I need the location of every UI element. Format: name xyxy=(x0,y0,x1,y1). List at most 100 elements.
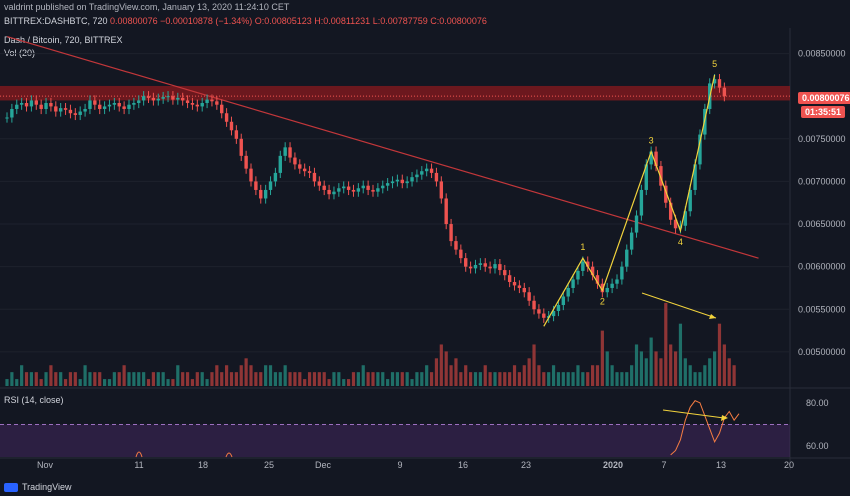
x-tick-label: 20 xyxy=(784,460,794,470)
x-tick-label: 9 xyxy=(397,460,402,470)
volume-bar xyxy=(200,372,204,386)
volume-bar xyxy=(512,365,517,386)
volume-bar xyxy=(591,365,595,386)
open-value: O:0.00805123 xyxy=(254,16,312,26)
candle-body xyxy=(532,300,536,310)
volume-bar xyxy=(132,372,136,386)
candle-body xyxy=(717,79,722,88)
candle-body xyxy=(483,263,487,267)
volume-bar xyxy=(390,372,395,386)
candle-body xyxy=(400,179,404,184)
volume-bar xyxy=(88,372,92,386)
candle-body xyxy=(239,138,243,156)
candle-body xyxy=(210,99,214,102)
candle-body xyxy=(356,188,361,192)
x-tick-label: 25 xyxy=(264,460,274,470)
candle-body xyxy=(561,296,566,306)
candle-body xyxy=(63,108,68,110)
candle-body xyxy=(424,168,429,172)
candle-body xyxy=(542,313,546,318)
candle-body xyxy=(522,287,526,293)
descending-trendline xyxy=(6,35,759,259)
y-tick-label: 0.00600000 xyxy=(798,262,846,272)
candle-body xyxy=(346,186,351,190)
candle-body xyxy=(668,202,673,220)
candle-body xyxy=(29,100,34,107)
candle-body xyxy=(19,103,24,105)
candle-body xyxy=(405,181,409,184)
volume-bar xyxy=(5,379,9,386)
candle-body xyxy=(639,189,644,216)
candle-body xyxy=(410,177,414,182)
volume-bar xyxy=(181,372,185,386)
volume-bar xyxy=(654,351,658,386)
last-price-badge: 0.00800076 xyxy=(798,92,850,104)
y-tick-label: 0.00700000 xyxy=(798,176,846,186)
candle-body xyxy=(376,188,380,192)
candle-body xyxy=(137,100,141,104)
volume-bar xyxy=(420,372,424,386)
candle-body xyxy=(654,151,658,167)
candle-body xyxy=(263,189,268,199)
candle-body xyxy=(571,279,575,288)
rsi-dip-mark xyxy=(135,451,143,458)
candle-body xyxy=(224,113,229,122)
volume-bar xyxy=(708,358,712,386)
candle-body xyxy=(512,282,517,286)
volume-bar xyxy=(508,372,512,386)
candle-body xyxy=(117,103,121,107)
volume-bar xyxy=(366,372,370,386)
volume-bar xyxy=(625,372,629,386)
volume-bar xyxy=(464,365,468,386)
volume-bar xyxy=(473,372,478,386)
volume-bar xyxy=(649,337,653,386)
candle-body xyxy=(649,151,653,165)
candle-body xyxy=(615,279,619,284)
volume-bar xyxy=(356,372,360,386)
volume-bar xyxy=(459,372,463,386)
candle-body xyxy=(24,103,29,107)
candle-body xyxy=(273,172,278,182)
candle-body xyxy=(444,198,448,225)
candle-body xyxy=(429,168,434,173)
volume-bar xyxy=(678,323,683,386)
volume-bar xyxy=(493,372,497,386)
candle-body xyxy=(54,106,58,112)
candle-body xyxy=(112,103,117,105)
volume-bar xyxy=(215,365,219,386)
volume-bar xyxy=(112,372,116,386)
candle-body xyxy=(629,232,634,250)
volume-bar xyxy=(454,358,458,386)
candle-body xyxy=(68,109,73,114)
candle-body xyxy=(659,166,663,186)
candle-body xyxy=(141,96,146,101)
candle-body xyxy=(298,164,302,169)
volume-bar xyxy=(576,365,580,386)
pane-title: Dash / Bitcoin, 720, BITTREX xyxy=(4,35,123,45)
candle-body xyxy=(439,181,444,199)
volume-bar xyxy=(268,365,273,386)
candle-body xyxy=(98,104,102,109)
candle-body xyxy=(595,275,600,284)
volume-bar xyxy=(644,358,648,386)
volume-bar xyxy=(429,372,434,386)
symbol-label: BITTREX:DASHBTC, 720 xyxy=(4,16,108,26)
volume-bar xyxy=(15,379,19,386)
candle-body xyxy=(478,263,483,265)
volume-bar xyxy=(425,365,429,386)
volume-bar xyxy=(234,372,238,386)
candle-body xyxy=(488,266,492,269)
volume-bar xyxy=(405,372,409,386)
change-value: −0.00010878 (−1.34%) xyxy=(160,16,253,26)
volume-bar xyxy=(517,372,521,386)
volume-bar xyxy=(171,379,175,386)
volume-bar xyxy=(444,351,448,386)
candle-body xyxy=(693,164,697,190)
candle-body xyxy=(151,97,156,101)
tradingview-brand[interactable]: TradingView xyxy=(4,482,72,492)
volume-bar xyxy=(586,372,590,386)
candle-body xyxy=(78,111,82,115)
volume-bar xyxy=(547,372,551,386)
volume-bar xyxy=(54,372,58,386)
